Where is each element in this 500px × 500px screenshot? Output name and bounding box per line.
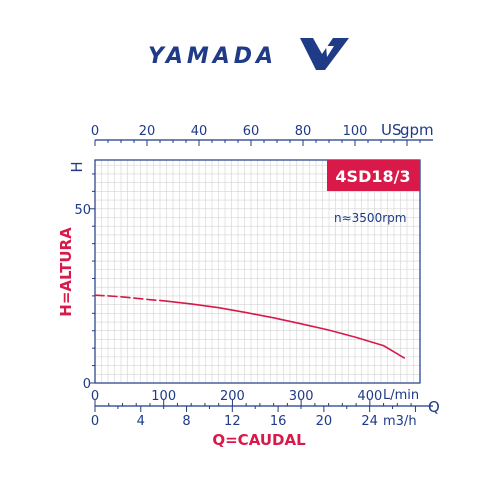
- yamada-wordmark: YAMADA: [148, 44, 277, 69]
- m3h-axis-tick-label: 16: [270, 414, 287, 429]
- tick-layer: 0 20 40 60 80 100 0 100 200 300 400 0 4 8 12 16 20 24 0 50: [74, 124, 433, 429]
- top-axis-tick-label: 100: [343, 124, 368, 139]
- speed-note: n≈3500rpm: [334, 211, 406, 225]
- series-layer: [94, 294, 406, 359]
- m3h-axis-tick-label: 20: [316, 414, 333, 429]
- lmin-axis-unit: L/min: [383, 388, 419, 403]
- m3h-axis-tick-label: 8: [182, 414, 190, 429]
- yamada-emblem-notch: [326, 46, 334, 57]
- q-axis-letter: Q: [428, 398, 440, 416]
- m3h-axis-tick-label: 0: [91, 414, 99, 429]
- pump-curve-series-dashed: [94, 294, 165, 302]
- yamada-emblem: [300, 38, 349, 70]
- top-axis-unit-us: US: [381, 121, 402, 139]
- lmin-axis-tick-label: 300: [289, 389, 314, 404]
- model-badge-bg: [327, 160, 420, 191]
- y-axis-tick-label: 0: [83, 377, 91, 392]
- pump-curve-series-solid: [162, 299, 406, 359]
- top-axis-tick-label: 40: [191, 124, 208, 139]
- yamada-logo: YAMADA: [148, 38, 349, 70]
- m3h-axis-unit: m3/h: [383, 414, 417, 429]
- top-axis-tick-label: 60: [243, 124, 260, 139]
- plot-frame: [94, 159, 421, 384]
- model-badge-text: 4SD18/3: [335, 167, 410, 186]
- y-axis-unit: H: [68, 161, 86, 172]
- lmin-axis-tick-label: 0: [91, 389, 99, 404]
- lmin-axis-tick-label: 100: [151, 389, 176, 404]
- y-axis-title: H=ALTURA: [57, 227, 75, 317]
- top-axis-unit-gpm: gpm: [400, 121, 434, 139]
- chart-grid: [95, 160, 420, 383]
- lmin-axis-tick-label: 400: [357, 389, 382, 404]
- y-axis-tick-label: 50: [74, 203, 91, 218]
- top-axis-tick-label: 80: [295, 124, 312, 139]
- x-axis-title: Q=CAUDAL: [212, 431, 306, 449]
- model-badge: 4SD18/3: [327, 160, 420, 191]
- top-axis-tick-label: 0: [91, 124, 99, 139]
- top-axis-tick-label: 20: [139, 124, 156, 139]
- m3h-axis-tick-label: 12: [224, 414, 241, 429]
- m3h-axis-tick-label: 4: [137, 414, 145, 429]
- m3h-axis-tick-label: 24: [361, 414, 378, 429]
- lmin-axis-tick-label: 200: [220, 389, 245, 404]
